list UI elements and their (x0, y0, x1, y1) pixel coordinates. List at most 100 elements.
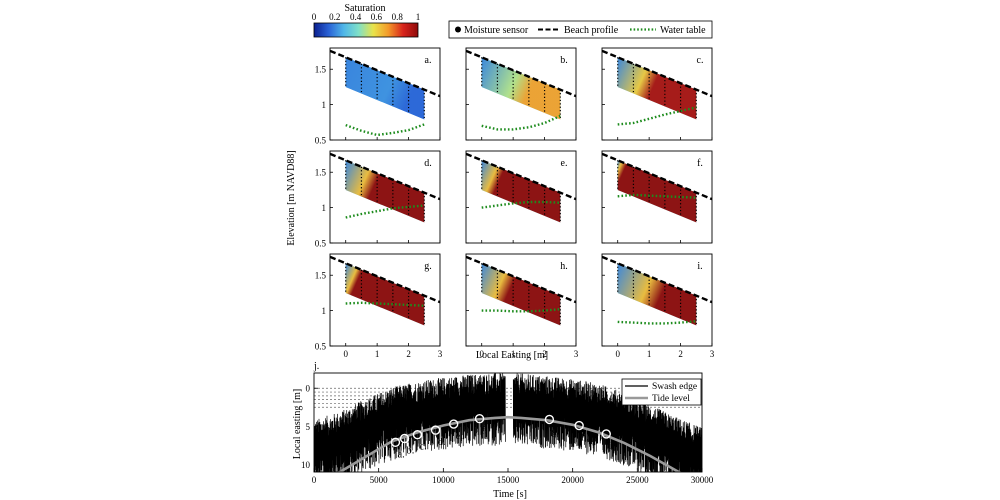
panel-frame (465, 47, 577, 141)
beach-profile-line (466, 49, 576, 98)
time-marker (390, 437, 401, 447)
time-marker-label: e. (456, 431, 463, 442)
panel-frame (601, 47, 713, 141)
colorbar-ticks: 0 0.2 0.4 0.6 0.8 1 (312, 12, 421, 22)
panels-xlabel: Local Easting [m] (476, 350, 548, 361)
legend-label-beach-profile: Beach profile (564, 25, 619, 36)
time-marker (430, 425, 441, 435)
panel-frame (465, 150, 577, 244)
saturation-gradient (481, 57, 561, 120)
xtick-label: 2 (406, 349, 411, 359)
ts-ylabel: Local easting [m] (292, 389, 303, 460)
panel-frame (329, 47, 441, 141)
beach-profile-line (330, 255, 440, 304)
water-table-line (617, 193, 697, 199)
xtick-label: 3 (710, 349, 715, 359)
saturation-gradient (481, 160, 561, 223)
ytick-label: 1.5 (315, 65, 327, 75)
beach-profile-line (602, 49, 712, 98)
colorbar-tick-label: 0 (312, 12, 317, 22)
ts-xtick-label: 5000 (370, 475, 389, 485)
panel-i: i. 0 1 2 3 (601, 253, 715, 359)
panel-label: b. (560, 55, 568, 66)
panel-f: f. (601, 150, 713, 244)
panel-label: d. (424, 158, 432, 169)
panel-frame (601, 253, 713, 347)
xtick-label: 2 (678, 349, 683, 359)
ytick-label: 1 (322, 306, 327, 316)
colorbar-tick-label: 0.6 (371, 12, 383, 22)
tide-level-line (336, 415, 682, 472)
ytick-label: 0.5 (315, 136, 327, 146)
water-table-line (345, 301, 425, 307)
ytick-label: 1 (322, 203, 327, 213)
ts-ytick-label: 10 (301, 460, 311, 470)
panel-e: e. (465, 150, 577, 244)
time-marker (601, 429, 611, 439)
panel-label: c. (697, 55, 704, 66)
xtick-label: 0 (343, 349, 348, 359)
time-marker-label: d. (438, 437, 446, 448)
saturation-gradient (617, 57, 697, 120)
panel-frame (329, 150, 441, 244)
beach-profile-line (602, 255, 712, 304)
colorbar: Saturation 0 0.2 0.4 0.6 0.8 1 (312, 3, 421, 38)
colorbar-tick-label: 0.4 (350, 12, 362, 22)
panel-frame (465, 253, 577, 347)
colorbar-title: Saturation (344, 3, 385, 14)
saturation-gradient (481, 263, 561, 326)
xtick-label: 3 (574, 349, 579, 359)
ts-xtick-label: 30000 (691, 475, 714, 485)
ts-plot-area (314, 373, 702, 472)
panel-a: a. 0.5 1 1.5 (315, 47, 441, 146)
time-marker (399, 433, 410, 444)
panel-frame (329, 253, 441, 347)
panel-b: b. (465, 47, 577, 141)
xtick-label: 1 (511, 349, 516, 359)
time-marker-label: a. (397, 449, 404, 460)
ts-xtick-label: 15000 (497, 475, 520, 485)
colorbar-gradient (313, 22, 419, 38)
ts-legend-tide-level: Tide level (652, 394, 690, 404)
panel-frame (601, 150, 713, 244)
panel-label-j: j. (313, 361, 319, 372)
ts-legend-box (621, 378, 702, 406)
ts-xtick-label: 25000 (626, 475, 649, 485)
ts-ytick-label: 5 (306, 422, 311, 432)
ts-ytick-label: 0 (306, 384, 311, 394)
colorbar-tick-label: 1 (416, 12, 421, 22)
saturation-gradient (345, 160, 425, 223)
time-marker-label: g. (551, 426, 559, 437)
beach-profile-line (330, 152, 440, 201)
panel-h: h. 0 1 2 3 (465, 253, 579, 359)
legend-label-water-table: Water table (660, 25, 706, 36)
ts-xtick-label: 0 (312, 475, 317, 485)
xtick-label: 1 (375, 349, 380, 359)
beach-profile-line (330, 49, 440, 98)
saturation-gradient (345, 263, 425, 326)
panel-d: d. 0.5 1 1.5 (315, 150, 441, 249)
time-marker (574, 420, 584, 431)
ytick-label: 1.5 (315, 168, 327, 178)
ts-xtick-label: 10000 (432, 475, 455, 485)
xtick-label: 0 (615, 349, 620, 359)
legend: Moisture sensor Beach profile Water tabl… (448, 20, 713, 39)
xtick-label: 0 (479, 349, 484, 359)
water-table-line (481, 308, 561, 313)
time-marker-label: i. (608, 441, 614, 452)
panel-label: a. (425, 55, 432, 66)
xtick-label: 3 (438, 349, 443, 359)
legend-box (448, 20, 713, 39)
colorbar-tick-label: 0.8 (392, 12, 404, 22)
time-marker-label: c. (419, 442, 426, 453)
panel-label: i. (697, 261, 702, 272)
panel-label: h. (560, 261, 568, 272)
legend-label-moisture-sensor: Moisture sensor (464, 25, 529, 36)
saturation-gradient (617, 263, 697, 326)
ts-legend-swash-edge: Swash edge (652, 382, 697, 392)
saturation-gradient (617, 160, 697, 223)
colorbar-tick-label: 0.2 (329, 12, 340, 22)
beach-profile-line (466, 255, 576, 304)
ts-legend: Swash edge Tide level (621, 378, 702, 406)
